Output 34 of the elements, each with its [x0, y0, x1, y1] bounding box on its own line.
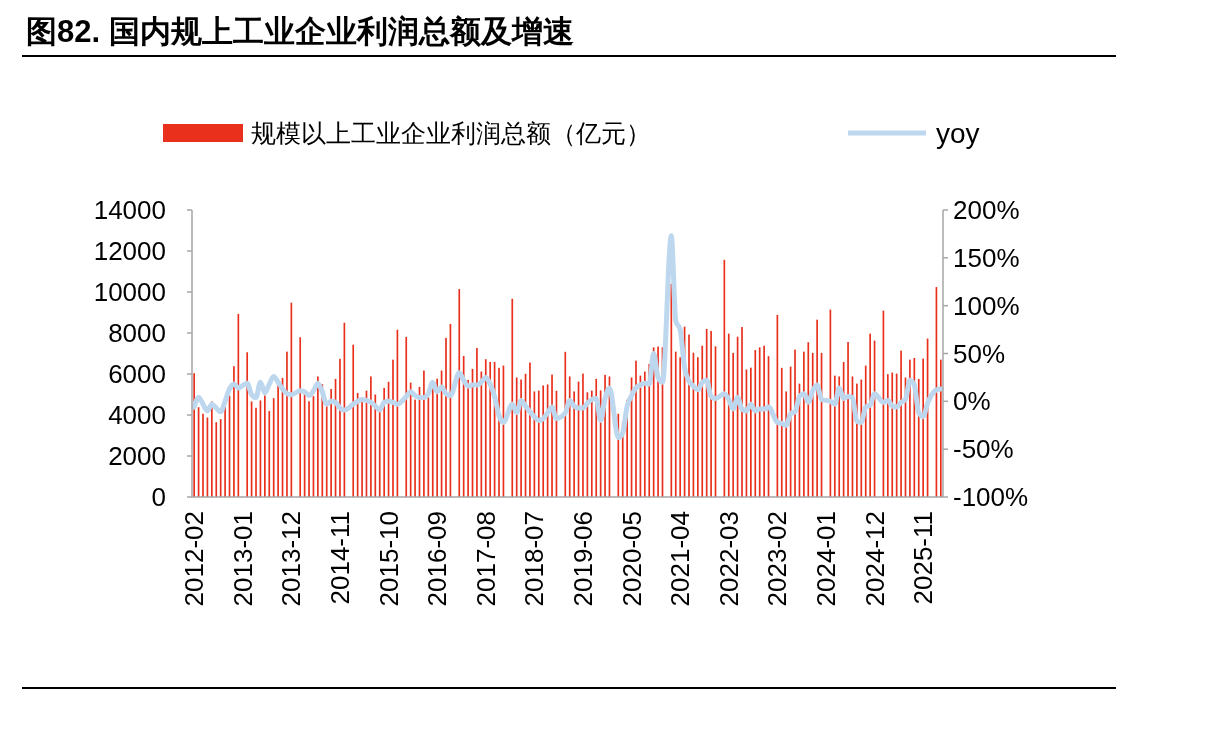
x-tick-label: 2013-01: [227, 511, 258, 607]
x-tick-label: 2019-06: [568, 511, 599, 607]
y2-tick-label: 0%: [953, 386, 991, 417]
x-tick-label: 2015-10: [373, 511, 404, 607]
y-tick-label: 12000: [93, 236, 166, 267]
x-tick-label: 2023-02: [762, 511, 793, 607]
chart-title: 图82. 国内规上工业企业利润总额及增速: [26, 14, 574, 49]
x-tick-label: 2024-01: [811, 511, 842, 607]
y-tick-label: 2000: [108, 441, 166, 472]
x-tick-label: 2017-08: [470, 511, 501, 607]
x-tick-label: 2020-05: [616, 511, 647, 607]
y2-tick-label: 150%: [953, 242, 1020, 273]
y-tick-label: 14000: [93, 195, 166, 226]
legend-label: yoy: [936, 117, 980, 149]
y2-tick-label: -100%: [953, 482, 1029, 513]
x-tick-label: 2025-11: [908, 511, 939, 605]
x-tick-label: 2018-07: [519, 511, 550, 607]
y-tick-label: 4000: [108, 400, 166, 431]
x-tick-label: 2022-03: [713, 511, 744, 607]
x-tick-label: 2013-12: [276, 511, 307, 607]
x-tick-label: 2024-12: [859, 511, 890, 607]
y2-tick-label: 50%: [953, 338, 1006, 369]
y-tick-label: 8000: [108, 318, 166, 349]
x-tick-label: 2016-09: [422, 511, 453, 607]
y-tick-label: 0: [151, 482, 166, 513]
y-tick-label: 6000: [108, 359, 166, 390]
y2-tick-label: 200%: [953, 195, 1020, 226]
y2-tick-label: -50%: [953, 434, 1014, 465]
x-tick-label: 2012-02: [179, 511, 210, 607]
x-tick-label: 2014-11: [325, 511, 356, 605]
y2-tick-label: 100%: [953, 290, 1020, 321]
legend-label: 规模以上工业企业利润总额（亿元）: [251, 118, 651, 147]
x-tick-label: 2021-04: [665, 511, 696, 607]
y-tick-label: 10000: [93, 277, 166, 308]
